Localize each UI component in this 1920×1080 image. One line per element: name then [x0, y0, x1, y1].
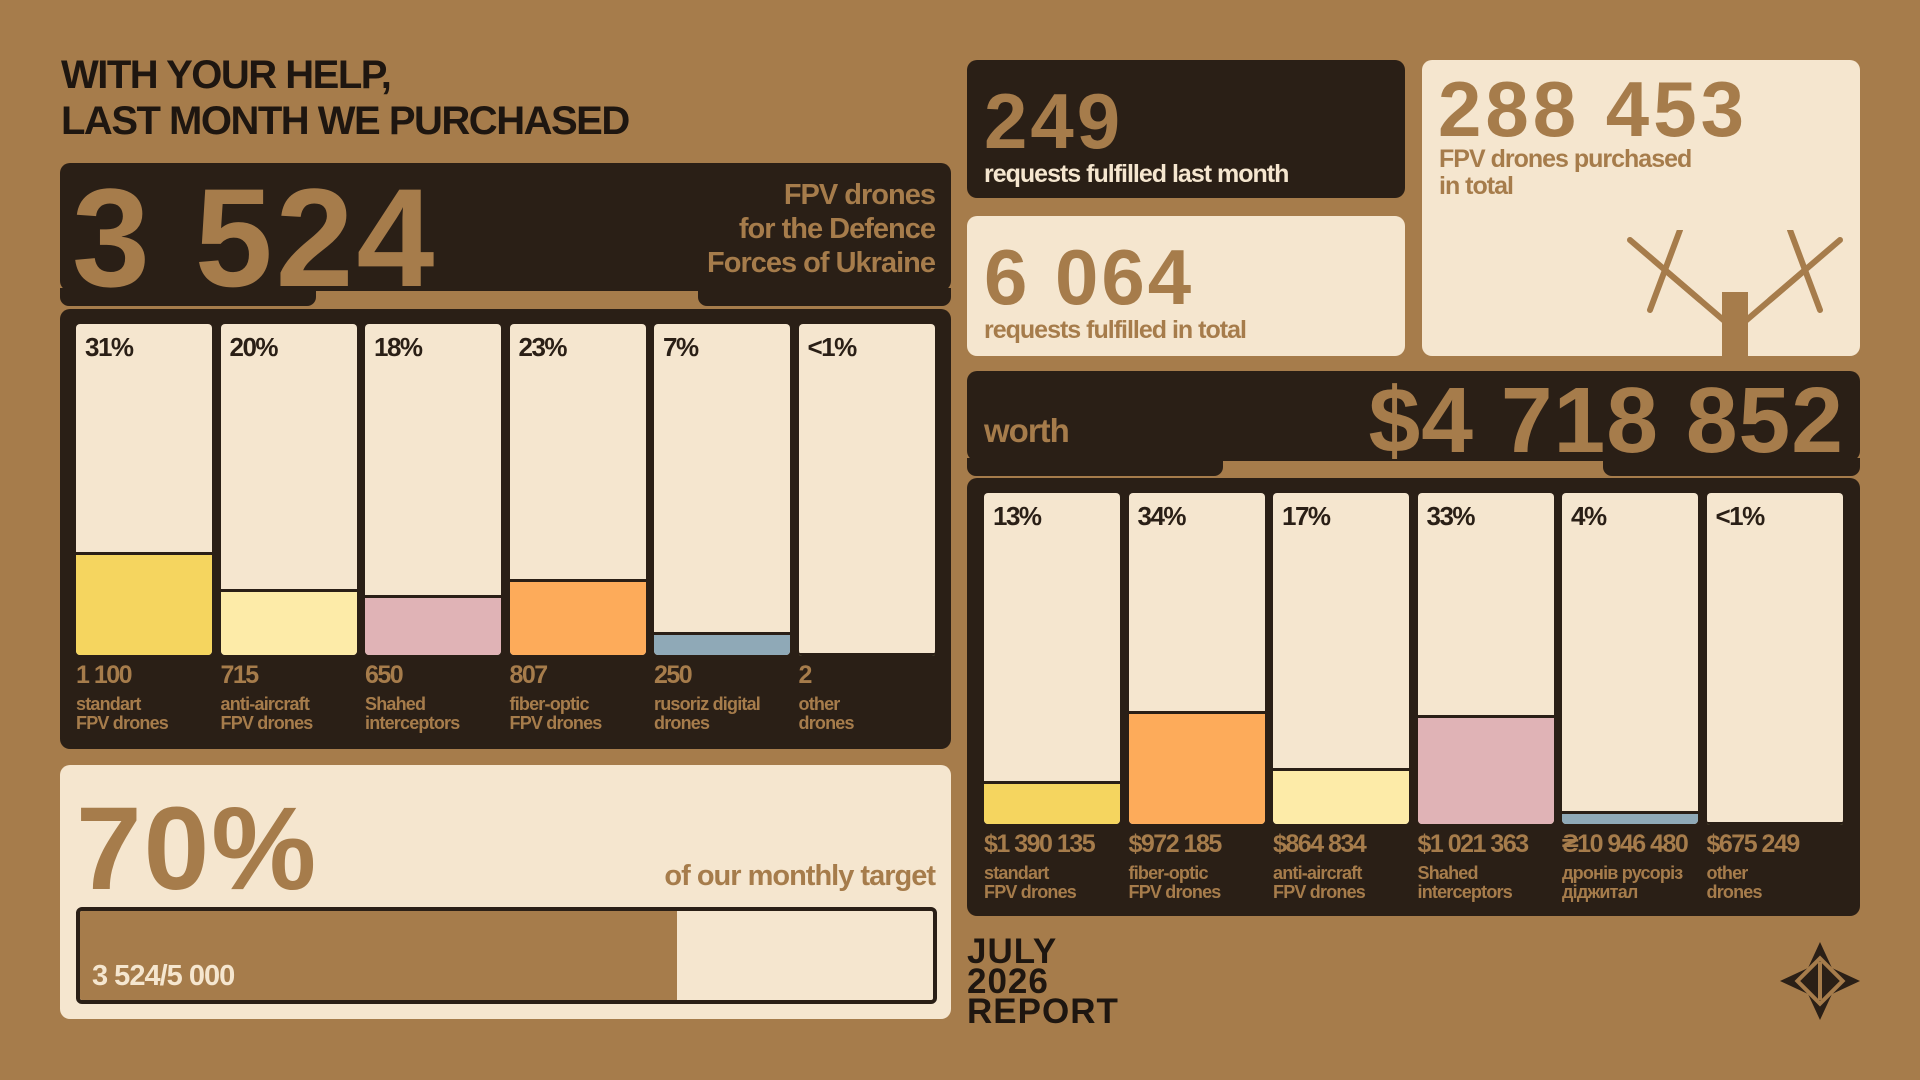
- count-box: [60, 163, 951, 291]
- bar: [1273, 767, 1409, 824]
- bar-column: [654, 324, 790, 655]
- connector: [60, 288, 316, 306]
- bar: [220, 588, 357, 655]
- logo: [1780, 942, 1860, 1020]
- report-label: JULY 2026 REPORT: [967, 932, 1119, 1031]
- title: WITH YOUR HELP, LAST MONTH WE PURCHASED: [61, 53, 630, 143]
- amount-label: $1 021 363: [1417, 830, 1530, 858]
- value-label: 20%: [229, 332, 279, 362]
- bar: [509, 578, 646, 655]
- progress-track: [76, 907, 937, 1004]
- connector: [967, 458, 1223, 476]
- value-label: 7%: [663, 332, 699, 362]
- value-label: 23%: [518, 332, 568, 362]
- drone-icon: [1627, 230, 1843, 356]
- category-label: fiber-optic FPV drones: [509, 694, 603, 733]
- category-label: дронів русоріз діджитал: [1562, 863, 1683, 902]
- count-caption: FPV drones for the Defence Forces of Ukr…: [707, 179, 936, 279]
- category-label: anti-aircraft FPV drones: [1273, 863, 1366, 902]
- connector: [698, 288, 951, 306]
- bar: [1417, 714, 1554, 824]
- stat-box: [967, 216, 1405, 356]
- amount-label: $1 390 135: [984, 830, 1096, 858]
- stat-value: 249: [984, 77, 1124, 165]
- amount-label: 1 100: [76, 661, 133, 689]
- bar: [654, 631, 790, 655]
- amount-label: 250: [654, 661, 693, 689]
- count: 3 524: [72, 159, 438, 316]
- amount-label: $864 834: [1273, 830, 1367, 858]
- progress-fill: [80, 911, 678, 1000]
- amount-label: 650: [365, 661, 404, 689]
- amount-label: 715: [220, 661, 260, 689]
- bar-column: [1562, 493, 1698, 824]
- category-label: rusoriz digital drones: [654, 694, 761, 733]
- stat-box: [1422, 60, 1860, 356]
- category-label: anti-aircraft FPV drones: [220, 694, 314, 733]
- stat-box: [967, 60, 1405, 198]
- bar-column: [984, 493, 1120, 824]
- category-label: other drones: [798, 694, 855, 733]
- value-label: 17%: [1282, 501, 1331, 531]
- value-label: 18%: [374, 332, 423, 362]
- stat-value: 6 064: [984, 233, 1195, 321]
- connector: [1603, 458, 1860, 476]
- target-caption: of our monthly target: [664, 860, 936, 892]
- bar: [1562, 810, 1698, 824]
- bar-column: [798, 324, 935, 655]
- stat-caption: requests fulfilled last month: [984, 160, 1289, 188]
- value-label: 33%: [1426, 501, 1476, 531]
- worth-caption: worth: [984, 412, 1070, 449]
- category-label: fiber-optic FPV drones: [1128, 863, 1222, 902]
- bar: [798, 653, 935, 657]
- amount-label: ₴10 946 480: [1562, 830, 1689, 858]
- category-label: other drones: [1706, 863, 1763, 902]
- amount-label: 807: [509, 661, 549, 689]
- worth-value: $4 718 852: [1368, 368, 1844, 472]
- category-label: Shahed interceptors: [365, 694, 460, 733]
- stat-caption: FPV drones purchased in total: [1439, 145, 1692, 200]
- value-label: 13%: [993, 501, 1042, 531]
- category-label: standart FPV drones: [984, 863, 1077, 902]
- amount-label: 2: [798, 661, 813, 689]
- progress-label: 3 524/5 000: [92, 960, 235, 992]
- bar-column: [1706, 493, 1843, 824]
- value-label: 4%: [1571, 501, 1607, 531]
- value-label: 34%: [1137, 501, 1187, 531]
- bar: [76, 552, 212, 655]
- value-label: <1%: [807, 332, 858, 362]
- amount-label: $972 185: [1128, 830, 1223, 858]
- amount-label: $675 249: [1706, 830, 1801, 858]
- stat-caption: requests fulfilled in total: [984, 316, 1247, 344]
- worth-box: [967, 371, 1860, 461]
- stat-value: 288 453: [1438, 65, 1748, 153]
- target-percent: 70%: [76, 783, 319, 915]
- value-label: <1%: [1715, 501, 1766, 531]
- bar: [365, 595, 501, 655]
- category-label: Shahed interceptors: [1417, 863, 1513, 902]
- bar: [1128, 711, 1265, 824]
- category-label: standart FPV drones: [76, 694, 169, 733]
- bar: [1706, 822, 1843, 826]
- bar: [984, 780, 1120, 824]
- value-label: 31%: [85, 332, 134, 362]
